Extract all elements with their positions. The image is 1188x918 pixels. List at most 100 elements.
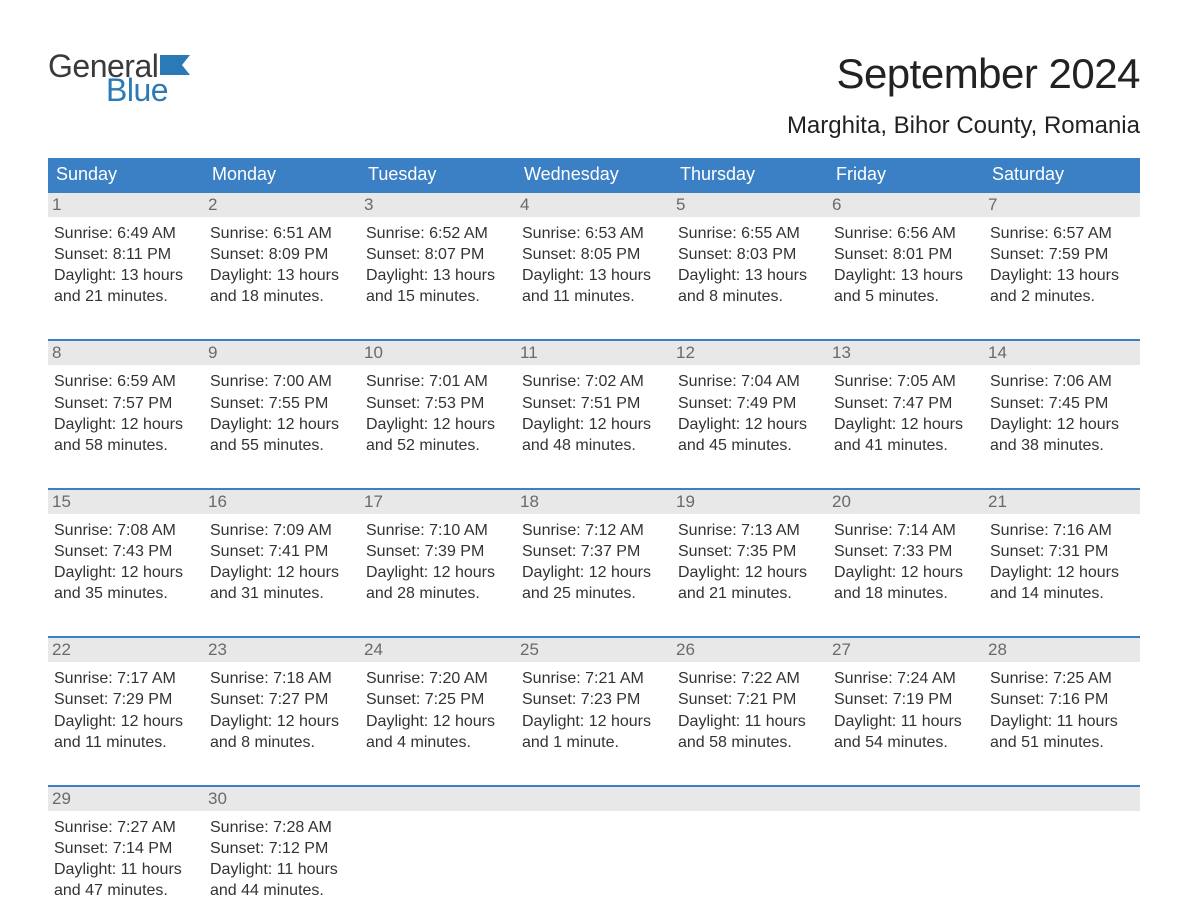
daylight-line: Daylight: 12 hours and 55 minutes. xyxy=(210,414,354,456)
day-info: Sunrise: 7:25 AMSunset: 7:16 PMDaylight:… xyxy=(990,668,1134,752)
sunset-line: Sunset: 8:09 PM xyxy=(210,244,354,265)
sunset-line: Sunset: 7:27 PM xyxy=(210,689,354,710)
daylight-label: Daylight: xyxy=(834,713,901,730)
daylight-label: Daylight: xyxy=(678,416,745,433)
sunrise-line: Sunrise: 7:00 AM xyxy=(210,371,354,392)
sunrise-line: Sunrise: 7:25 AM xyxy=(990,668,1134,689)
daylight-line: Daylight: 11 hours and 54 minutes. xyxy=(834,711,978,753)
sunrise-value: 6:51 AM xyxy=(273,225,332,242)
sunrise-label: Sunrise: xyxy=(678,522,741,539)
sunset-value: 7:57 PM xyxy=(113,395,173,412)
calendar-day-cell: 1Sunrise: 6:49 AMSunset: 8:11 PMDaylight… xyxy=(48,193,204,315)
day-number: 1 xyxy=(48,193,204,217)
sunset-line: Sunset: 7:23 PM xyxy=(522,689,666,710)
day-info: Sunrise: 7:20 AMSunset: 7:25 PM Daylight:… xyxy=(366,668,510,752)
sunrise-line: Sunrise: 7:01 AM xyxy=(366,371,510,392)
daylight-label: Daylight: xyxy=(54,416,121,433)
sunset-value: 8:05 PM xyxy=(581,246,641,263)
sunrise-label: Sunrise: xyxy=(210,819,273,836)
sunset-label: Sunset: xyxy=(522,246,581,263)
daylight-line: Daylight: 13 hours and 8 minutes. xyxy=(678,265,822,307)
daylight-label: Daylight: xyxy=(834,416,901,433)
sunrise-line: Sunrise: 6:49 AM xyxy=(54,223,198,244)
sunrise-label: Sunrise: xyxy=(522,670,585,687)
sunset-line: Sunset: 7:57 PM xyxy=(54,393,198,414)
sunrise-value: 6:49 AM xyxy=(117,225,176,242)
calendar-day-cell: 29Sunrise: 7:27 AMSunset: 7:14 PMDayligh… xyxy=(48,787,204,909)
sunrise-label: Sunrise: xyxy=(210,373,273,390)
sunset-label: Sunset: xyxy=(366,246,425,263)
day-number: 12 xyxy=(672,341,828,365)
day-info: Sunrise: 6:49 AMSunset: 8:11 PMDaylight:… xyxy=(54,223,198,307)
sunrise-label: Sunrise: xyxy=(678,373,741,390)
day-info: Sunrise: 7:27 AMSunset: 7:14 PMDaylight:… xyxy=(54,817,198,901)
sunrise-value: 7:13 AM xyxy=(741,522,800,539)
sunrise-value: 7:08 AM xyxy=(117,522,176,539)
sunrise-label: Sunrise: xyxy=(834,225,897,242)
sunrise-label: Sunrise: xyxy=(366,522,429,539)
sunrise-line: Sunrise: 7:14 AM xyxy=(834,520,978,541)
calendar-day-cell: 17Sunrise: 7:10 AMSunset: 7:39 PMDayligh… xyxy=(360,490,516,612)
calendar-day-cell: 14Sunrise: 7:06 AMSunset: 7:45 PMDayligh… xyxy=(984,341,1140,463)
sunrise-value: 7:17 AM xyxy=(117,670,176,687)
sunrise-line: Sunrise: 7:24 AM xyxy=(834,668,978,689)
sunset-value: 7:21 PM xyxy=(737,691,797,708)
day-info: Sunrise: 6:53 AMSunset: 8:05 PMDaylight:… xyxy=(522,223,666,307)
day-info: Sunrise: 6:52 AMSunset: 8:07 PMDaylight:… xyxy=(366,223,510,307)
sunrise-label: Sunrise: xyxy=(210,522,273,539)
sunrise-line: Sunrise: 6:55 AM xyxy=(678,223,822,244)
calendar-week-row: 29Sunrise: 7:27 AMSunset: 7:14 PMDayligh… xyxy=(48,785,1140,909)
sunset-value: 8:11 PM xyxy=(113,246,171,263)
sunset-value: 7:41 PM xyxy=(269,543,329,560)
sunset-line: Sunset: 7:16 PM xyxy=(990,689,1134,710)
sunset-value: 7:25 PM xyxy=(425,691,485,708)
sunrise-label: Sunrise: xyxy=(522,225,585,242)
sunrise-value: 7:24 AM xyxy=(897,670,956,687)
calendar-day-cell: 8Sunrise: 6:59 AMSunset: 7:57 PMDaylight… xyxy=(48,341,204,463)
sunset-label: Sunset: xyxy=(210,395,269,412)
daylight-label: Daylight: xyxy=(54,713,121,730)
sunset-value: 7:37 PM xyxy=(581,543,641,560)
sunset-line: Sunset: 8:11 PM xyxy=(54,244,198,265)
day-info: Sunrise: 7:09 AMSunset: 7:41 PMDaylight:… xyxy=(210,520,354,604)
sunrise-label: Sunrise: xyxy=(990,373,1053,390)
calendar-day-cell: 24Sunrise: 7:20 AMSunset: 7:25 PMDayligh… xyxy=(360,638,516,760)
daylight-label: Daylight: xyxy=(522,564,589,581)
sunset-label: Sunset: xyxy=(990,691,1049,708)
sunset-line: Sunset: 7:45 PM xyxy=(990,393,1134,414)
day-info: Sunrise: 7:12 AMSunset: 7:37 PMDaylight:… xyxy=(522,520,666,604)
sunrise-line: Sunrise: 7:08 AM xyxy=(54,520,198,541)
sunrise-label: Sunrise: xyxy=(678,225,741,242)
sunrise-value: 7:02 AM xyxy=(585,373,644,390)
sunset-value: 7:59 PM xyxy=(1049,246,1109,263)
day-info: Sunrise: 7:05 AMSunset: 7:47 PMDaylight:… xyxy=(834,371,978,455)
sunset-label: Sunset: xyxy=(834,543,893,560)
calendar: SundayMondayTuesdayWednesdayThursdayFrid… xyxy=(48,158,1140,909)
sunset-label: Sunset: xyxy=(54,691,113,708)
day-number: 6 xyxy=(828,193,984,217)
sunset-line: Sunset: 7:47 PM xyxy=(834,393,978,414)
day-info: Sunrise: 7:01 AMSunset: 7:53 PMDaylight:… xyxy=(366,371,510,455)
sunset-line: Sunset: 7:39 PM xyxy=(366,541,510,562)
sunrise-line: Sunrise: 7:28 AM xyxy=(210,817,354,838)
sunrise-line: Sunrise: 7:20 AM xyxy=(366,668,510,689)
sunrise-value: 7:20 AM xyxy=(429,670,488,687)
sunset-label: Sunset: xyxy=(678,246,737,263)
sunrise-line: Sunrise: 6:59 AM xyxy=(54,371,198,392)
daylight-line: Daylight: 12 hours and 1 minute. xyxy=(522,711,666,753)
sunset-line: Sunset: 7:41 PM xyxy=(210,541,354,562)
daylight-line: Daylight: 12 hours and 28 minutes. xyxy=(366,562,510,604)
sunrise-line: Sunrise: 7:21 AM xyxy=(522,668,666,689)
sunset-line: Sunset: 7:25 PM xyxy=(366,689,510,710)
day-info: Sunrise: 7:18 AMSunset: 7:27 PMDaylight:… xyxy=(210,668,354,752)
daylight-line: Daylight: 13 hours and 11 minutes. xyxy=(522,265,666,307)
sunset-label: Sunset: xyxy=(834,395,893,412)
sunset-label: Sunset: xyxy=(678,395,737,412)
sunrise-label: Sunrise: xyxy=(54,670,117,687)
day-info: Sunrise: 7:02 AMSunset: 7:51 PMDaylight:… xyxy=(522,371,666,455)
calendar-day-cell: 20Sunrise: 7:14 AMSunset: 7:33 PMDayligh… xyxy=(828,490,984,612)
weekday-header-cell: Tuesday xyxy=(360,158,516,191)
daylight-label: Daylight: xyxy=(366,713,433,730)
sunset-line: Sunset: 7:59 PM xyxy=(990,244,1134,265)
sunset-line: Sunset: 7:31 PM xyxy=(990,541,1134,562)
